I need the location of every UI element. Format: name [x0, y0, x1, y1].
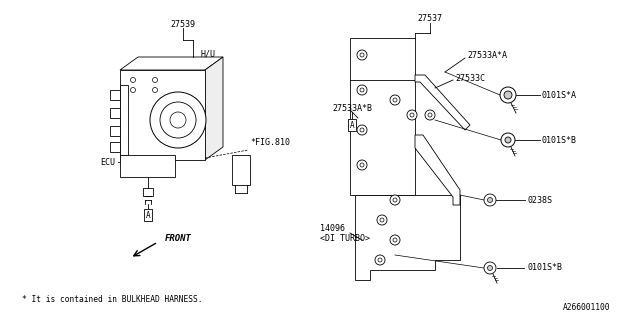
Circle shape [360, 128, 364, 132]
Circle shape [393, 238, 397, 242]
Circle shape [375, 255, 385, 265]
Circle shape [393, 198, 397, 202]
Bar [110, 142, 120, 152]
Circle shape [505, 137, 511, 143]
Text: A: A [349, 121, 355, 130]
Circle shape [378, 258, 382, 262]
Polygon shape [415, 75, 470, 130]
Text: ECU: ECU [100, 157, 115, 166]
Text: A: A [146, 211, 150, 220]
Circle shape [501, 133, 515, 147]
Text: 27533A*A: 27533A*A [467, 51, 507, 60]
Circle shape [152, 77, 157, 83]
Text: 0238S: 0238S [527, 196, 552, 204]
Circle shape [393, 98, 397, 102]
Circle shape [357, 160, 367, 170]
Circle shape [504, 91, 512, 99]
Circle shape [377, 215, 387, 225]
Text: 0101S*B: 0101S*B [542, 135, 577, 145]
Circle shape [152, 87, 157, 92]
Circle shape [488, 197, 493, 203]
Circle shape [380, 218, 384, 222]
Text: 0101S*B: 0101S*B [527, 263, 562, 273]
Bar [110, 126, 120, 136]
Text: <DI TURBO>: <DI TURBO> [320, 234, 370, 243]
Circle shape [360, 163, 364, 167]
Circle shape [390, 195, 400, 205]
Text: *FIG.810: *FIG.810 [250, 138, 290, 147]
Circle shape [484, 194, 496, 206]
Polygon shape [120, 85, 128, 155]
Bar [110, 90, 120, 100]
Circle shape [390, 95, 400, 105]
Circle shape [390, 235, 400, 245]
Circle shape [484, 262, 496, 274]
Text: 27533A*B: 27533A*B [332, 103, 372, 113]
Circle shape [360, 53, 364, 57]
Text: 27539: 27539 [170, 20, 195, 28]
Text: 27533C: 27533C [455, 74, 485, 83]
Text: H/U: H/U [200, 50, 215, 59]
Text: FRONT: FRONT [165, 234, 192, 243]
Bar [120, 155, 175, 177]
Circle shape [150, 92, 206, 148]
Circle shape [360, 88, 364, 92]
Bar [143, 188, 153, 196]
Polygon shape [205, 57, 223, 160]
Bar [232, 155, 250, 185]
Text: 27537: 27537 [417, 13, 442, 22]
Circle shape [428, 113, 432, 117]
Circle shape [170, 112, 186, 128]
Circle shape [357, 85, 367, 95]
Polygon shape [120, 57, 223, 70]
Text: * It is contained in BULKHEAD HARNESS.: * It is contained in BULKHEAD HARNESS. [22, 295, 202, 305]
Polygon shape [415, 135, 460, 205]
Circle shape [410, 113, 414, 117]
Bar [120, 70, 205, 160]
Polygon shape [355, 195, 460, 280]
Circle shape [131, 77, 136, 83]
Bar [350, 38, 415, 195]
Circle shape [407, 110, 417, 120]
Text: A266001100: A266001100 [563, 303, 610, 313]
Circle shape [488, 266, 493, 270]
Circle shape [131, 87, 136, 92]
Circle shape [425, 110, 435, 120]
Bar [110, 108, 120, 118]
Text: 0101S*A: 0101S*A [542, 91, 577, 100]
Circle shape [357, 125, 367, 135]
Circle shape [160, 102, 196, 138]
Circle shape [357, 50, 367, 60]
Text: 14096: 14096 [320, 223, 345, 233]
Circle shape [500, 87, 516, 103]
